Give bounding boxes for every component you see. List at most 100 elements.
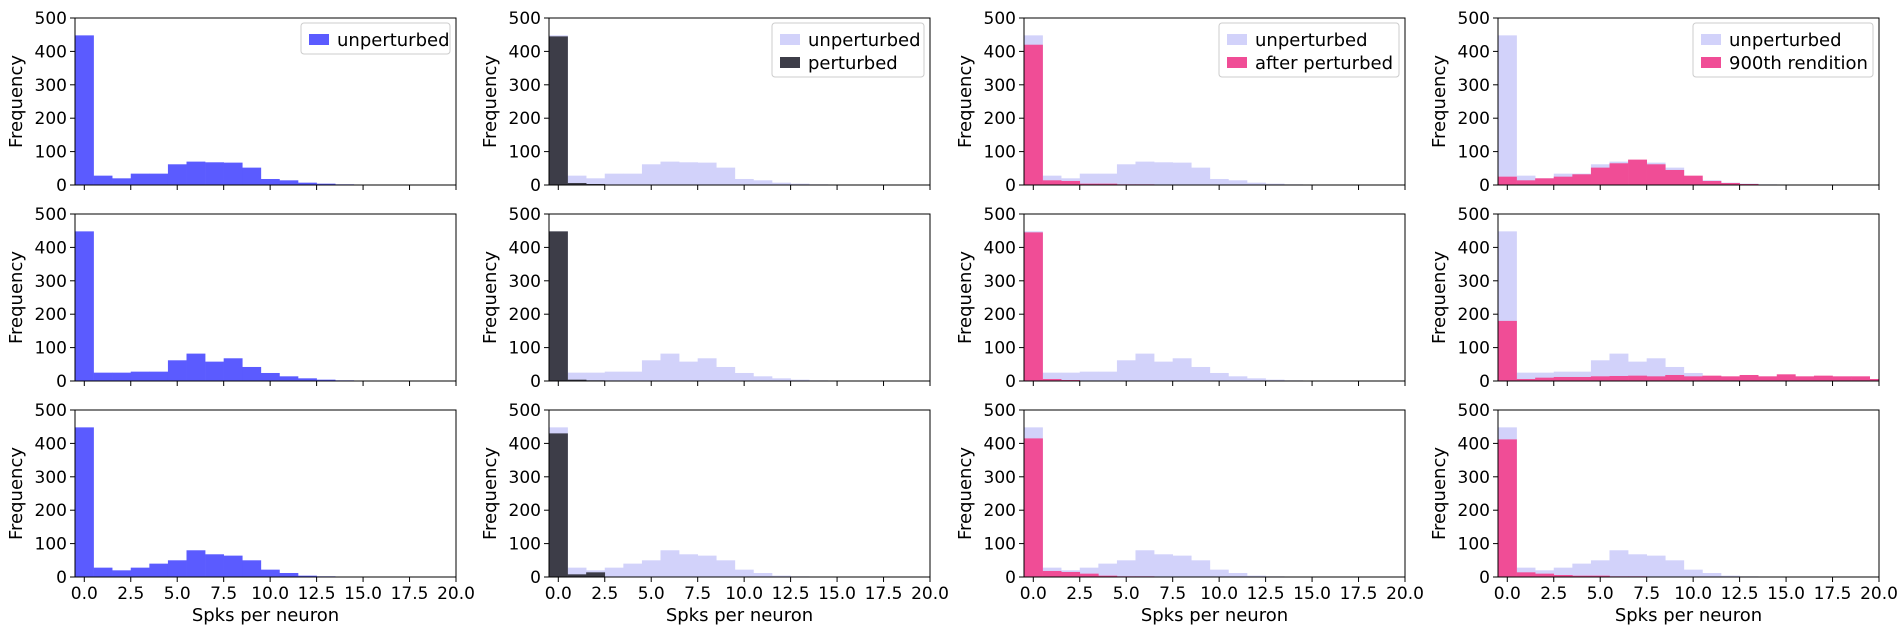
overlay-bar — [1721, 376, 1740, 381]
overlay-bar — [1683, 376, 1703, 381]
unperturbed-bar — [1265, 183, 1285, 185]
histogram-panel-r1-c4: 0 100 200 300 400 500 Frequency unperturbed900t… — [1429, 9, 1880, 196]
900th-rendition-bar — [1553, 176, 1573, 185]
y-tick-label: 300 — [1458, 272, 1490, 292]
unperturbed-bar — [790, 379, 810, 381]
bars-r2-c1 — [75, 231, 373, 381]
unperturbed-bar — [205, 361, 224, 381]
overlay-bar — [1061, 571, 1081, 577]
unperturbed-bar — [660, 353, 680, 381]
unperturbed-bar — [1209, 178, 1229, 185]
y-tick-label: 200 — [509, 109, 541, 129]
unperturbed-bar — [772, 182, 791, 185]
unperturbed-bar — [567, 372, 587, 381]
y-tick-label: 300 — [35, 272, 67, 292]
unperturbed-bar — [1116, 164, 1136, 185]
y-tick-label: 200 — [35, 109, 67, 129]
y-tick-label: 500 — [1458, 9, 1490, 29]
900th-rendition-bar — [1721, 182, 1740, 185]
unperturbed-bar — [1154, 162, 1173, 185]
unperturbed-bar — [567, 567, 587, 577]
unperturbed-bar — [1609, 353, 1629, 381]
y-tick-label: 0 — [530, 176, 541, 196]
x-tick-label: 12.5 — [298, 584, 336, 604]
x-tick-label: 17.5 — [865, 584, 903, 604]
unperturbed-bar — [242, 167, 262, 185]
x-tick-label: 20.0 — [1386, 584, 1424, 604]
unperturbed-bar — [149, 173, 169, 185]
legend-label: unperturbed — [808, 30, 921, 51]
histogram-panel-r3-c3: 0 100 200 300 400 500 Frequency 0.0 2.5 5.0 7.5 10.… — [955, 401, 1424, 626]
unperturbed-bar — [1628, 554, 1647, 577]
legend: unperturbed — [300, 22, 451, 55]
unperturbed-bar — [790, 183, 810, 185]
overlay-bar — [1572, 376, 1592, 381]
plot-frame — [1023, 17, 1406, 186]
unperturbed-bar — [242, 560, 262, 577]
y-tick-label: 0 — [56, 568, 67, 588]
unperturbed-bar — [1098, 563, 1118, 577]
unperturbed-bar — [130, 371, 150, 381]
histogram-panel-r2-c3: 0 100 200 300 400 500 Frequency — [955, 205, 1406, 392]
unperturbed-bar — [772, 378, 791, 381]
900th-rendition-bar — [1535, 178, 1555, 185]
unperturbed-bar — [205, 554, 224, 577]
overlay-bar — [549, 231, 568, 381]
legend-label: unperturbed — [1255, 30, 1368, 51]
900th-rendition-bar — [1498, 176, 1517, 185]
overlay-bar — [1498, 320, 1517, 381]
unperturbed-bar — [641, 164, 661, 185]
y-tick-label: 300 — [1458, 468, 1490, 488]
plot-frame — [74, 17, 457, 186]
unperturbed-bar — [1553, 567, 1573, 577]
y-tick-label: 0 — [56, 372, 67, 392]
900th-rendition-bar — [1590, 167, 1610, 185]
histogram-panel-r1-c2: 0 100 200 300 400 500 Frequency unperturbedpert… — [480, 9, 931, 196]
bars-r3-c3 — [1024, 427, 1285, 577]
unperturbed-bar — [734, 178, 754, 185]
y-tick-label: 400 — [984, 238, 1016, 258]
bars-r3-c1 — [75, 427, 336, 577]
unperturbed-bar — [316, 379, 336, 381]
unperturbed-bar — [734, 569, 754, 577]
unperturbed-bar — [223, 358, 243, 381]
900th-rendition-bar — [1572, 174, 1592, 185]
y-tick-label: 100 — [509, 339, 541, 359]
histogram-panel-r3-c4: 0 100 200 300 400 500 Frequency 0.0 2.5 5.0 7.5 10.… — [1429, 401, 1898, 626]
x-axis-label: Spks per neuron — [1615, 605, 1762, 626]
unperturbed-bar — [734, 372, 754, 381]
y-tick-label: 100 — [984, 535, 1016, 555]
y-tick-label: 500 — [509, 401, 541, 421]
x-tick-label: 15.0 — [344, 584, 382, 604]
y-axis-label: Frequency — [1429, 447, 1450, 540]
y-tick-label: 100 — [35, 339, 67, 359]
histogram-panel-r1-c3: 0 100 200 300 400 500 Frequency unperturbedafte… — [955, 9, 1406, 196]
after-perturbed-bar — [1024, 44, 1043, 185]
y-axis-label: Frequency — [955, 55, 976, 148]
900th-rendition-bar — [1739, 183, 1759, 185]
overlay-bar — [1535, 377, 1555, 381]
unperturbed-bar — [130, 173, 150, 185]
overlay-bar — [1813, 375, 1833, 381]
perturbed-bar — [549, 36, 568, 185]
histogram-panel-r2-c4: 0 100 200 300 400 500 Frequency — [1429, 205, 1880, 392]
overlay-bar — [1739, 374, 1759, 381]
unperturbed-bar — [1265, 379, 1285, 381]
legend-swatch — [1227, 34, 1247, 45]
900th-rendition-bar — [1609, 163, 1629, 185]
unperturbed-bar — [167, 560, 187, 577]
histogram-panel-r1-c1: 0 100 200 300 400 500 Frequency unperturbed — [6, 9, 457, 196]
y-tick-label: 200 — [1458, 305, 1490, 325]
after-perturbed-bar — [1079, 183, 1099, 185]
unperturbed-bar — [1609, 550, 1629, 577]
overlay-bar — [1590, 376, 1610, 381]
legend-swatch — [780, 34, 800, 45]
legend-label: after perturbed — [1255, 53, 1393, 74]
bars-r2-c3 — [1024, 231, 1322, 381]
y-tick-label: 200 — [509, 305, 541, 325]
unperturbed-bar — [1154, 554, 1173, 577]
overlay-bar — [1079, 573, 1099, 577]
overlay-bar — [1702, 375, 1722, 381]
overlay-bar — [567, 574, 587, 577]
